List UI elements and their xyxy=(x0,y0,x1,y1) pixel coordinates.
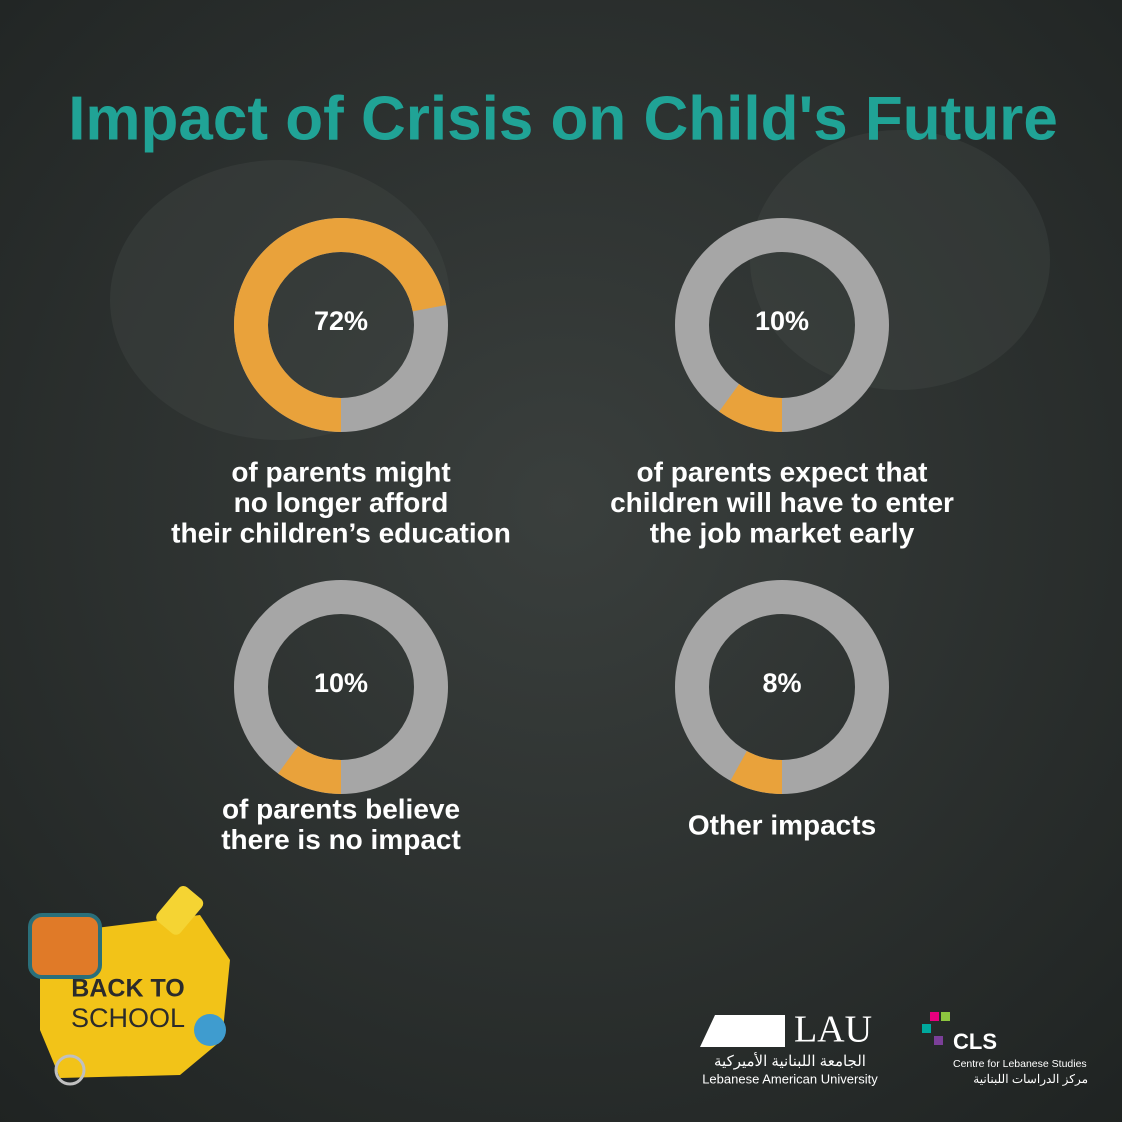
caption-line: of parents expect that xyxy=(637,456,928,487)
backpack xyxy=(28,913,102,979)
cls-logo: CLS Centre for Lebanese Studies مركز الد… xyxy=(922,1012,1088,1086)
value-label: 72% xyxy=(314,306,368,336)
globe xyxy=(194,1014,226,1046)
donut-segment xyxy=(730,750,783,794)
cls-square xyxy=(934,1036,943,1045)
caption-line: their children’s education xyxy=(171,517,511,548)
caption-line: of parents might xyxy=(231,456,450,487)
atom xyxy=(54,1054,86,1086)
highlighter xyxy=(156,885,204,935)
caption-line: there is no impact xyxy=(221,824,461,855)
caption-line: Other impacts xyxy=(688,809,876,840)
lau-english: Lebanese American University xyxy=(702,1071,878,1086)
caption-line: no longer afford xyxy=(234,487,449,518)
badge-line2: SCHOOL xyxy=(71,1003,185,1033)
cls-square xyxy=(922,1024,931,1033)
back-to-school-badge: BACK TO SCHOOL xyxy=(28,885,230,1086)
value-label: 10% xyxy=(314,668,368,698)
lau-ship xyxy=(700,1015,785,1047)
cls-name: CLS xyxy=(953,1029,997,1054)
cls-english: Centre for Lebanese Studies xyxy=(953,1058,1087,1070)
cls-arabic: مركز الدراسات اللبنانية xyxy=(973,1072,1088,1086)
value-label: 10% xyxy=(755,306,809,336)
cls-square xyxy=(930,1012,939,1021)
caption-line: of parents believe xyxy=(222,793,460,824)
donut-segment xyxy=(234,218,447,432)
caption-line: the job market early xyxy=(650,517,915,548)
donut-segment xyxy=(719,383,783,432)
lau-arabic: الجامعة اللبنانية الأميركية xyxy=(714,1052,866,1070)
title: Impact of Crisis on Child's Future xyxy=(68,84,1058,153)
caption-line: children will have to enter xyxy=(610,487,954,518)
lau-logo: LAU الجامعة اللبنانية الأميركية Lebanese… xyxy=(700,1009,878,1086)
cls-square xyxy=(941,1012,950,1021)
lau-name: LAU xyxy=(794,1009,872,1051)
donut-segment xyxy=(278,745,342,794)
value-label: 8% xyxy=(762,668,801,698)
badge-line1: BACK TO xyxy=(71,975,184,1003)
backdrop-shape xyxy=(750,130,1050,390)
